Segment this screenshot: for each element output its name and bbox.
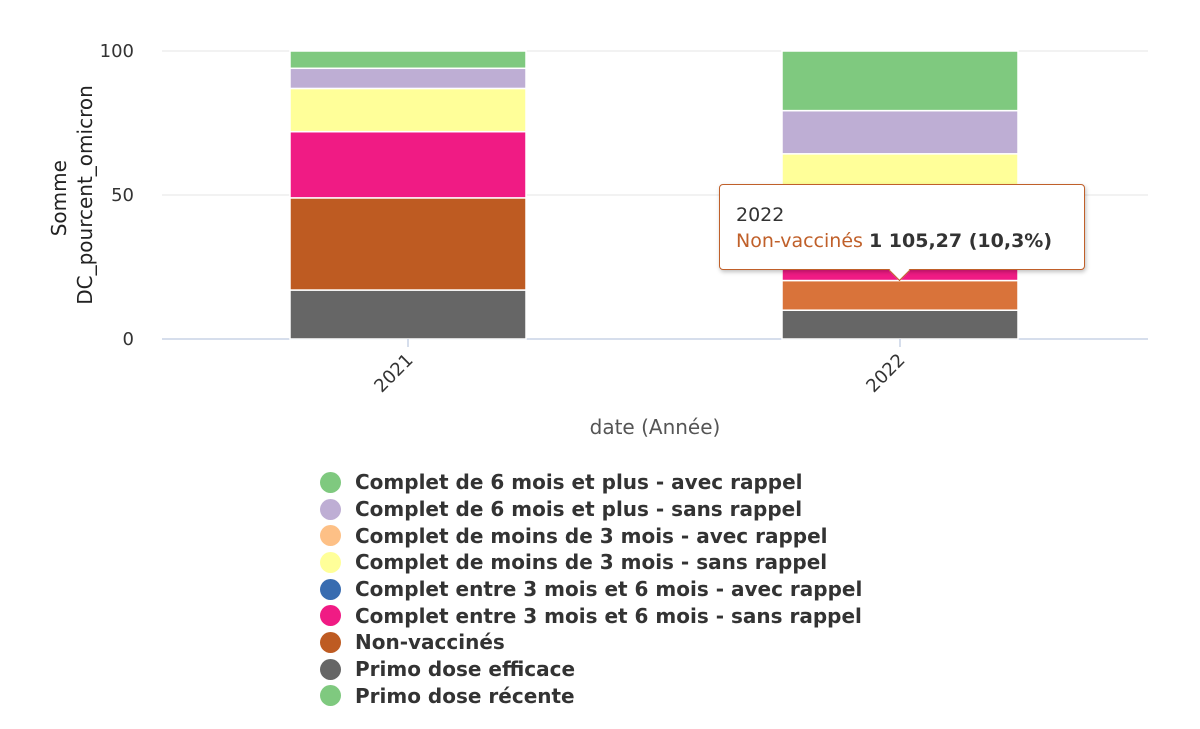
legend-label: Complet entre 3 mois et 6 mois - sans ra… xyxy=(355,603,862,628)
tooltip-title: 2022 xyxy=(736,204,785,226)
legend-swatch-icon xyxy=(320,631,341,653)
legend-swatch-icon xyxy=(320,605,341,627)
legend-label: Primo dose efficace xyxy=(355,657,576,682)
x-axis-title: date (Année) xyxy=(590,415,721,439)
legend-swatch-icon xyxy=(320,551,341,573)
bar-segment[interactable] xyxy=(289,130,527,199)
bar-segment[interactable] xyxy=(781,50,1019,112)
legend-label: Non-vaccinés xyxy=(355,630,505,655)
legend-label: Complet entre 3 mois et 6 mois - avec ra… xyxy=(355,577,863,602)
legend-item[interactable]: Complet de 6 mois et plus - sans rappel xyxy=(320,496,862,523)
x-axis-ticks: 2021 2022 xyxy=(370,339,910,397)
legend: Complet de 6 mois et plus - avec rappel C… xyxy=(320,469,862,709)
legend-label: Primo dose récente xyxy=(355,683,575,708)
tooltip-series-name: Non-vaccinés xyxy=(736,230,863,252)
legend-swatch-icon xyxy=(320,471,341,493)
legend-item[interactable]: Complet de moins de 3 mois - avec rappel xyxy=(320,522,862,549)
legend-swatch-icon xyxy=(320,658,341,680)
legend-item[interactable]: Complet de 6 mois et plus - avec rappel xyxy=(320,469,862,496)
legend-item[interactable]: Primo dose efficace xyxy=(320,656,862,683)
y-axis-title-line-2: DC_pourcent_omicron xyxy=(73,85,97,305)
bar-segment[interactable] xyxy=(289,67,527,90)
y-tick-label: 0 xyxy=(123,329,134,350)
legend-item[interactable]: Primo dose récente xyxy=(320,683,862,710)
y-tick-label: 50 xyxy=(111,185,134,206)
bar-segment[interactable] xyxy=(289,87,527,133)
y-axis-title: Somme DC_pourcent_omicron xyxy=(47,85,97,305)
legend-item[interactable]: Non-vaccinés xyxy=(320,629,862,656)
legend-label: Complet de 6 mois et plus - sans rappel xyxy=(355,497,803,522)
bar-segment[interactable] xyxy=(781,309,1019,340)
legend-swatch-icon xyxy=(320,578,341,600)
legend-item[interactable]: Complet entre 3 mois et 6 mois - sans ra… xyxy=(320,602,862,629)
bar-segment[interactable] xyxy=(289,50,527,70)
bar-segment[interactable] xyxy=(289,197,527,291)
y-axis-title-line-1: Somme xyxy=(47,160,71,236)
legend-item[interactable]: Complet de moins de 3 mois - sans rappel xyxy=(320,549,862,576)
bar-segment[interactable] xyxy=(781,279,1019,311)
legend-swatch-icon xyxy=(320,525,341,547)
legend-swatch-icon xyxy=(320,498,341,520)
tooltip-value: 1 105,27 (10,3%) xyxy=(868,230,1053,252)
tooltip: 2022 Non-vaccinés 1 105,27 (10,3%) xyxy=(719,184,1085,270)
x-tick-label: 2022 xyxy=(862,350,909,397)
bar-segment[interactable] xyxy=(781,109,1019,155)
legend-item[interactable]: Complet entre 3 mois et 6 mois - avec ra… xyxy=(320,576,862,603)
y-axis-ticks: 0 50 100 xyxy=(100,41,134,350)
legend-label: Complet de moins de 3 mois - avec rappel xyxy=(355,523,828,548)
x-tick-label: 2021 xyxy=(370,350,417,397)
y-tick-label: 100 xyxy=(100,41,134,62)
legend-label: Complet de moins de 3 mois - sans rappel xyxy=(355,550,828,575)
legend-label: Complet de 6 mois et plus - avec rappel xyxy=(355,470,803,495)
bar-segment[interactable] xyxy=(289,289,527,340)
tooltip-line: Non-vaccinés 1 105,27 (10,3%) xyxy=(736,227,1068,255)
legend-swatch-icon xyxy=(320,685,341,707)
